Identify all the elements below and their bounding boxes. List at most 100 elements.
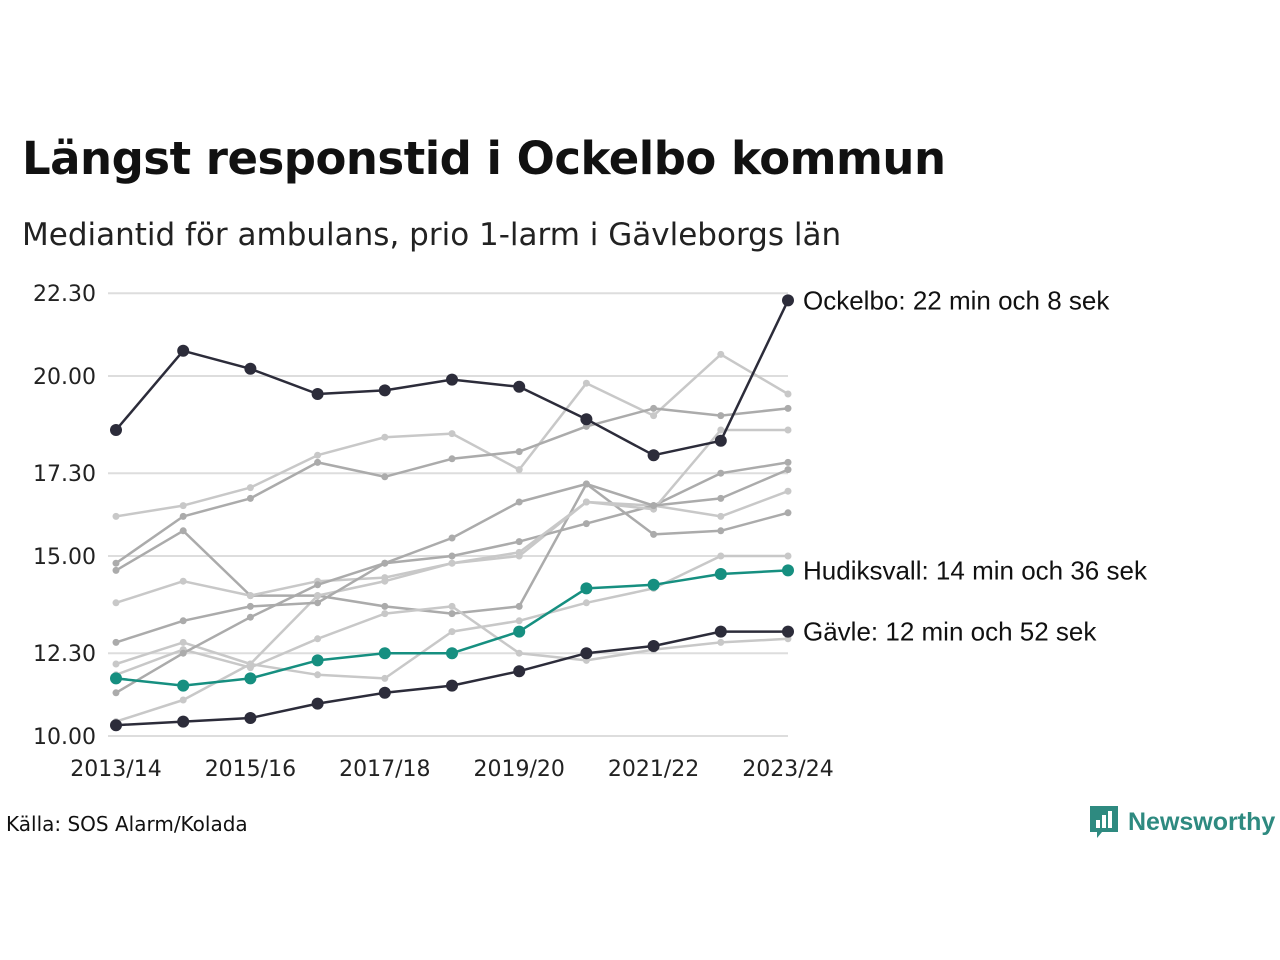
data-point-other bbox=[717, 512, 725, 520]
data-point-other bbox=[448, 628, 456, 636]
data-point-other bbox=[717, 426, 725, 434]
data-point-other bbox=[784, 487, 792, 495]
data-point-other bbox=[381, 559, 389, 567]
y-tick-label: 17.30 bbox=[33, 462, 96, 487]
line-chart: 10.00 12.30 15.00 17.30 20.00 22.30 2013/14 201… bbox=[33, 282, 1148, 782]
data-point-other bbox=[246, 602, 254, 610]
data-point-g-vle bbox=[244, 712, 257, 724]
data-point-other bbox=[784, 426, 792, 434]
data-point-other bbox=[582, 599, 590, 607]
data-point-hudiksvall bbox=[110, 672, 122, 685]
data-point-other bbox=[314, 671, 322, 679]
data-point-other bbox=[515, 466, 523, 474]
data-point-other bbox=[112, 689, 120, 697]
data-point-other bbox=[515, 448, 523, 456]
data-point-g-vle bbox=[378, 686, 391, 699]
data-point-other bbox=[314, 581, 322, 589]
y-tick-label: 10.00 bbox=[33, 725, 96, 750]
data-point-other bbox=[246, 592, 254, 600]
data-point-hudiksvall bbox=[513, 625, 526, 638]
brand-name: Newsworthy bbox=[1128, 807, 1276, 836]
data-point-other bbox=[381, 674, 389, 682]
x-tick-label: 2023/24 bbox=[742, 757, 833, 782]
data-point-other bbox=[448, 455, 456, 463]
data-point-other bbox=[650, 530, 658, 538]
data-point-other bbox=[717, 552, 725, 560]
data-point-g-vle bbox=[110, 719, 122, 732]
x-tick-label: 2017/18 bbox=[339, 757, 430, 782]
data-point-g-vle bbox=[513, 665, 526, 678]
data-point-ockelbo bbox=[244, 362, 257, 375]
end-label-hudiksvall: Hudiksvall: 14 min och 36 sek bbox=[803, 555, 1148, 585]
data-point-other bbox=[650, 404, 658, 412]
data-point-other bbox=[179, 696, 187, 704]
data-point-other bbox=[314, 635, 322, 643]
y-tick-label: 20.00 bbox=[33, 365, 96, 390]
data-point-other bbox=[582, 520, 590, 528]
data-point-other bbox=[515, 538, 523, 546]
data-point-other bbox=[112, 512, 120, 520]
data-point-other bbox=[448, 602, 456, 610]
data-point-hudiksvall bbox=[177, 679, 190, 692]
data-point-ockelbo bbox=[110, 424, 122, 436]
x-tick-label: 2015/16 bbox=[205, 757, 296, 782]
data-point-hudiksvall bbox=[714, 568, 727, 580]
data-point-other bbox=[179, 527, 187, 535]
source-note: Källa: SOS Alarm/Kolada bbox=[6, 812, 248, 836]
y-tick-label: 22.30 bbox=[33, 282, 96, 307]
data-point-other bbox=[784, 552, 792, 560]
data-point-hudiksvall bbox=[311, 654, 324, 667]
data-point-other bbox=[448, 430, 456, 438]
data-point-ockelbo bbox=[311, 388, 324, 400]
data-point-other bbox=[784, 390, 792, 398]
data-point-ockelbo bbox=[580, 413, 593, 426]
y-tick-label: 12.30 bbox=[33, 642, 96, 667]
data-point-other bbox=[246, 660, 254, 668]
data-point-hudiksvall bbox=[378, 647, 391, 660]
data-point-other bbox=[381, 602, 389, 610]
end-label-ockelbo: Ockelbo: 22 min och 8 sek bbox=[803, 285, 1110, 315]
data-point-other bbox=[112, 559, 120, 567]
series-line-other bbox=[115, 554, 788, 680]
data-point-g-vle bbox=[647, 640, 660, 652]
data-point-other bbox=[448, 559, 456, 567]
data-point-other bbox=[179, 512, 187, 520]
data-point-other bbox=[784, 458, 792, 466]
data-point-other bbox=[112, 660, 120, 668]
data-point-hudiksvall bbox=[580, 582, 593, 595]
data-point-other bbox=[246, 484, 254, 492]
data-point-other bbox=[381, 577, 389, 585]
data-point-other bbox=[515, 617, 523, 625]
data-point-other bbox=[717, 412, 725, 420]
data-point-g-vle bbox=[580, 647, 593, 660]
data-point-ockelbo bbox=[782, 294, 794, 307]
data-point-ockelbo bbox=[177, 344, 190, 357]
data-point-other bbox=[112, 638, 120, 646]
data-point-other bbox=[784, 404, 792, 412]
newsworthy-logo-icon bbox=[1090, 806, 1118, 838]
data-point-other bbox=[717, 638, 725, 646]
data-point-hudiksvall bbox=[244, 672, 257, 685]
data-point-other bbox=[448, 610, 456, 618]
data-point-other bbox=[582, 498, 590, 506]
y-tick-label: 15.00 bbox=[33, 545, 96, 570]
data-point-g-vle bbox=[714, 625, 727, 638]
data-point-hudiksvall bbox=[782, 564, 794, 577]
data-point-other bbox=[179, 617, 187, 625]
data-point-ockelbo bbox=[513, 380, 526, 393]
data-point-other bbox=[179, 502, 187, 510]
data-point-other bbox=[314, 458, 322, 466]
data-point-other bbox=[246, 494, 254, 502]
data-point-other bbox=[515, 548, 523, 556]
data-point-ockelbo bbox=[647, 449, 660, 462]
data-point-other bbox=[314, 599, 322, 607]
data-point-hudiksvall bbox=[446, 647, 458, 660]
data-point-other bbox=[381, 610, 389, 618]
data-point-other bbox=[314, 592, 322, 600]
data-point-other bbox=[582, 379, 590, 387]
data-point-other bbox=[784, 466, 792, 474]
data-point-other bbox=[179, 577, 187, 585]
x-tick-label: 2013/14 bbox=[70, 757, 161, 782]
data-point-g-vle bbox=[446, 679, 458, 692]
data-point-other bbox=[650, 412, 658, 420]
